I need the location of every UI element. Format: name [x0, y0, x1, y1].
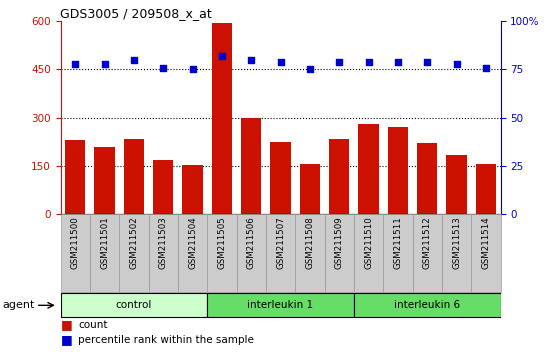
Bar: [324, 214, 354, 292]
Text: GSM211513: GSM211513: [452, 217, 461, 269]
Bar: [295, 214, 324, 292]
Bar: [178, 214, 207, 292]
Text: GSM211503: GSM211503: [158, 217, 168, 269]
Bar: [212, 23, 232, 214]
Text: GSM211510: GSM211510: [364, 217, 373, 269]
Text: GSM211504: GSM211504: [188, 217, 197, 269]
Text: GSM211514: GSM211514: [481, 217, 491, 269]
Bar: [329, 139, 349, 214]
Text: interleukin 1: interleukin 1: [248, 300, 314, 310]
Point: [335, 59, 344, 64]
Bar: [446, 155, 467, 214]
Bar: [417, 143, 437, 214]
Bar: [236, 214, 266, 292]
Bar: [471, 214, 500, 292]
Bar: [388, 127, 408, 214]
Bar: [354, 214, 383, 292]
Point: [129, 57, 138, 63]
Bar: [119, 214, 148, 292]
Text: ■: ■: [60, 319, 72, 331]
Point: [217, 53, 226, 59]
Point: [247, 57, 256, 63]
Point: [423, 59, 432, 64]
Bar: [207, 293, 354, 317]
Point: [188, 67, 197, 72]
Bar: [241, 118, 261, 214]
Point: [364, 59, 373, 64]
Text: GSM211507: GSM211507: [276, 217, 285, 269]
Bar: [412, 214, 442, 292]
Bar: [182, 165, 203, 214]
Text: GSM211502: GSM211502: [129, 217, 139, 269]
Point: [452, 61, 461, 67]
Text: GSM211500: GSM211500: [70, 217, 80, 269]
Point: [100, 61, 109, 67]
Bar: [358, 124, 379, 214]
Bar: [148, 214, 178, 292]
Bar: [60, 293, 207, 317]
Text: GDS3005 / 209508_x_at: GDS3005 / 209508_x_at: [60, 7, 212, 20]
Text: percentile rank within the sample: percentile rank within the sample: [78, 335, 254, 345]
Text: count: count: [78, 320, 108, 330]
Point: [305, 67, 314, 72]
Text: control: control: [116, 300, 152, 310]
Text: GSM211509: GSM211509: [334, 217, 344, 269]
Text: GSM211511: GSM211511: [393, 217, 403, 269]
Point: [393, 59, 402, 64]
Text: GSM211508: GSM211508: [305, 217, 315, 269]
Bar: [270, 142, 291, 214]
Text: GSM211501: GSM211501: [100, 217, 109, 269]
Bar: [442, 214, 471, 292]
Bar: [476, 164, 496, 214]
Bar: [60, 214, 90, 292]
Bar: [383, 214, 412, 292]
Text: interleukin 6: interleukin 6: [394, 300, 460, 310]
Text: GSM211512: GSM211512: [422, 217, 432, 269]
Bar: [354, 293, 500, 317]
Bar: [207, 214, 236, 292]
Bar: [266, 214, 295, 292]
Bar: [65, 140, 85, 214]
Bar: [90, 214, 119, 292]
Text: GSM211506: GSM211506: [246, 217, 256, 269]
Bar: [94, 147, 115, 214]
Point: [71, 61, 80, 67]
Bar: [124, 139, 144, 214]
Text: agent: agent: [3, 300, 35, 310]
Bar: [300, 164, 320, 214]
Point: [159, 65, 168, 70]
Bar: [153, 160, 173, 214]
Text: ■: ■: [60, 333, 72, 346]
Text: GSM211505: GSM211505: [217, 217, 227, 269]
Point: [481, 65, 490, 70]
Point: [276, 59, 285, 64]
